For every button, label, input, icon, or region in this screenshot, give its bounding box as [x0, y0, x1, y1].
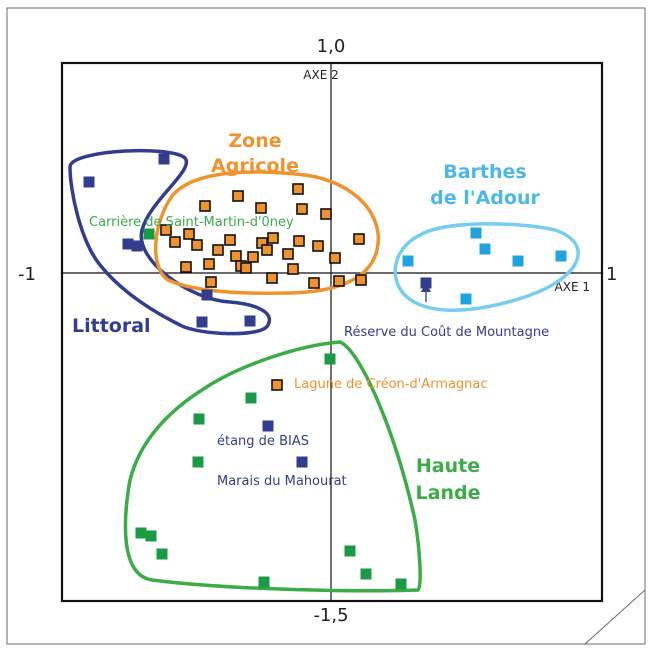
littoral-point-1 [158, 153, 170, 165]
zone-point-14 [312, 240, 324, 252]
zone-point-29 [333, 275, 345, 287]
zone-point-13 [353, 233, 365, 245]
annotation-lagune: Lagune de Créon-d'Armagnac [294, 377, 488, 392]
barthes-point-4 [402, 255, 414, 267]
haute-label-line2: Lande [416, 482, 481, 504]
zone-point-15 [180, 261, 192, 273]
haute-point-11 [395, 578, 407, 590]
haute-point-6 [145, 530, 157, 542]
x-max-tick-label: 1 [606, 264, 617, 285]
annotation-marais: Marais du Mahourat [217, 474, 347, 489]
zone-point-6 [160, 224, 172, 236]
haute-point-8 [258, 576, 270, 588]
barthes-point-5 [460, 293, 472, 305]
barthes-outline [393, 222, 580, 312]
zone-point-8 [183, 228, 195, 240]
zone-point-20 [261, 244, 273, 256]
y-max-tick-label: 1,0 [317, 36, 346, 57]
zone-point-32 [271, 379, 283, 391]
zone-label-line2: Agricole [211, 155, 299, 177]
outer-frame [6, 7, 646, 645]
barthes-point-0 [470, 227, 482, 239]
zone-label-line1: Zone [228, 130, 281, 152]
littoral-outline [68, 148, 272, 336]
zone-point-3 [255, 202, 267, 214]
haute-point-4 [192, 456, 204, 468]
zone-point-4 [296, 203, 308, 215]
y-axis-name: AXE 2 [303, 68, 338, 82]
haute-point-1 [324, 353, 336, 365]
y-min-tick-label: -1,5 [313, 605, 348, 626]
barthes-label-line2: de l'Adour [430, 187, 540, 209]
zone-point-25 [240, 262, 252, 274]
x-axis-name: AXE 1 [555, 280, 590, 294]
zone-point-2 [199, 200, 211, 212]
littoral-point-3 [131, 240, 143, 252]
site-point-0 [262, 420, 274, 432]
annotation-carriere: Carrière de Saint-Martin-d'0ney [89, 215, 294, 230]
barthes-points [402, 227, 567, 305]
site-point-1 [296, 456, 308, 468]
zone-point-5 [320, 208, 332, 220]
zone-point-30 [355, 274, 367, 286]
reserve-arrow-head [421, 283, 431, 292]
haute-point-2 [193, 413, 205, 425]
zone-point-28 [308, 277, 320, 289]
barthes-label-line1: Barthes [443, 161, 526, 183]
zone-point-1 [292, 183, 304, 195]
zone-point-12 [293, 235, 305, 247]
zone-point-7 [169, 236, 181, 248]
zone-point-26 [266, 272, 278, 284]
littoral-point-4 [201, 289, 213, 301]
zone-point-11 [267, 232, 279, 244]
zone-point-23 [205, 276, 217, 288]
haute-point-9 [344, 545, 356, 557]
zone-agricole-points [160, 183, 367, 391]
littoral-point-0 [83, 176, 95, 188]
zone-point-16 [203, 258, 215, 270]
haute-lande-points [135, 228, 407, 590]
zone-point-21 [282, 248, 294, 260]
plot-frame [60, 61, 604, 603]
littoral-point-6 [244, 315, 256, 327]
barthes-point-1 [479, 243, 491, 255]
haute-point-7 [156, 548, 168, 560]
x-min-tick-label: -1 [18, 264, 36, 285]
littoral-label: Littoral [72, 315, 151, 337]
annotation-etang: étang de BIAS [217, 434, 309, 449]
zone-point-17 [212, 244, 224, 256]
haute-label-line1: Haute [416, 455, 480, 477]
zone-point-31 [191, 239, 203, 251]
zone-point-18 [230, 250, 242, 262]
zone-point-22 [329, 252, 341, 264]
barthes-point-2 [512, 255, 524, 267]
barthes-point-3 [555, 250, 567, 262]
annotation-reserve: Réserve du Coût de Mountagne [344, 325, 549, 340]
zone-point-19 [247, 251, 259, 263]
littoral-points [83, 153, 432, 468]
haute-point-10 [360, 568, 372, 580]
zone-point-0 [232, 190, 244, 202]
haute-point-3 [245, 392, 257, 404]
littoral-point-5 [196, 316, 208, 328]
haute-point-0 [143, 228, 155, 240]
corner-diagonal [584, 589, 646, 645]
haute-lande-outline [123, 340, 422, 593]
zone-point-9 [224, 234, 236, 246]
haute-point-5 [135, 527, 147, 539]
zone-point-27 [287, 263, 299, 275]
